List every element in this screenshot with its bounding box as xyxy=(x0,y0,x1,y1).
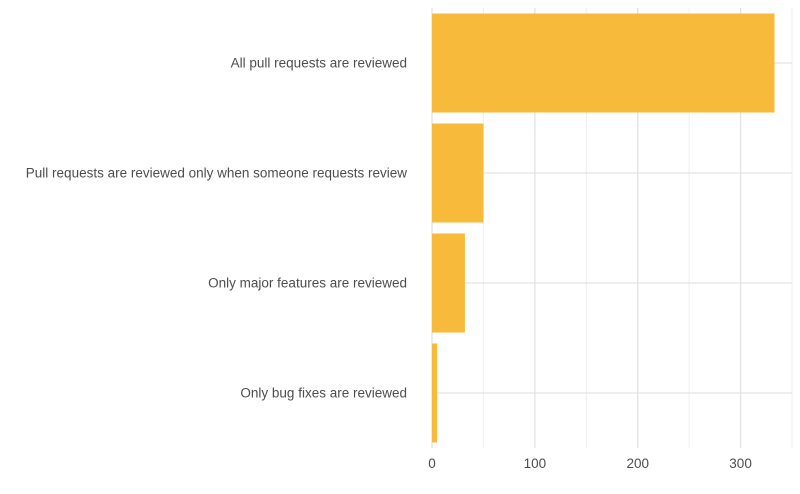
x-tick-labels: 0 100 200 300 xyxy=(428,456,752,471)
x-tick-label: 100 xyxy=(524,456,547,471)
category-label: All pull requests are reviewed xyxy=(231,56,407,71)
category-labels: All pull requests are reviewed Pull reque… xyxy=(26,56,407,401)
category-label: Only major features are reviewed xyxy=(208,276,407,291)
x-tick-label: 300 xyxy=(729,456,752,471)
x-tick-label: 200 xyxy=(626,456,649,471)
category-label: Only bug fixes are reviewed xyxy=(240,386,407,401)
bar xyxy=(432,123,484,223)
bar xyxy=(432,233,465,333)
bar xyxy=(432,343,438,443)
category-label: Pull requests are reviewed only when som… xyxy=(26,166,407,181)
bar xyxy=(432,13,775,113)
bars xyxy=(432,13,775,443)
x-tick-label: 0 xyxy=(428,456,436,471)
